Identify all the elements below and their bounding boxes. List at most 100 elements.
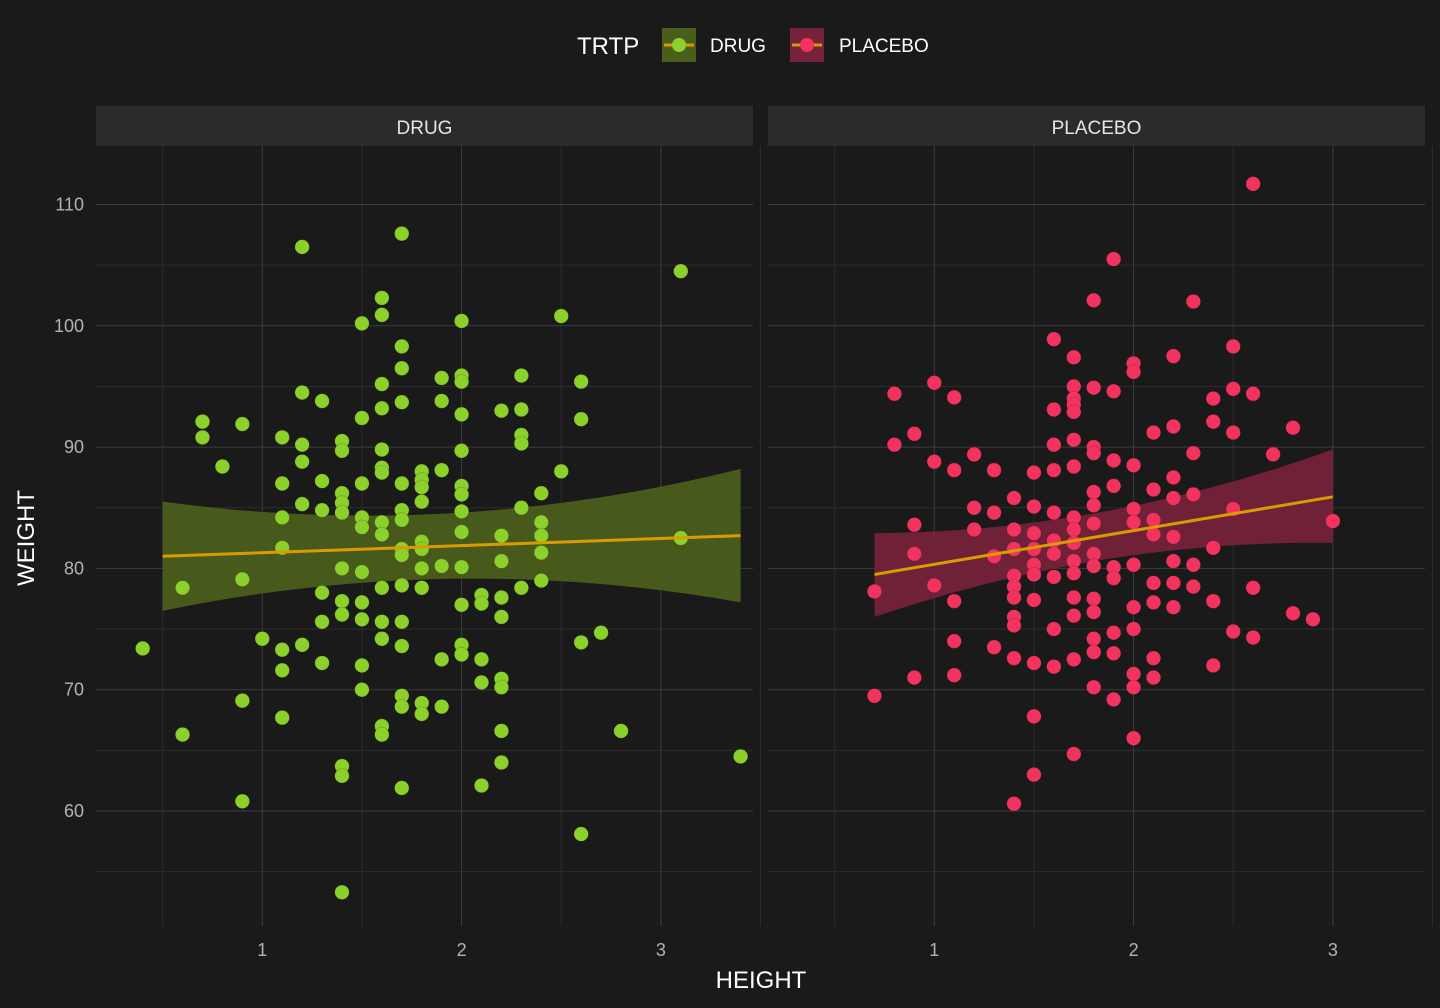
data-point-placebo	[966, 446, 982, 462]
data-point-drug	[454, 313, 470, 329]
data-point-drug	[234, 693, 250, 709]
data-point-drug	[493, 528, 509, 544]
data-point-placebo	[1185, 294, 1201, 310]
data-point-placebo	[1066, 459, 1082, 475]
data-point-drug	[274, 710, 290, 726]
data-point-drug	[673, 263, 689, 279]
data-point-drug	[394, 512, 410, 528]
data-point-placebo	[986, 639, 1002, 655]
y-axis-title: WEIGHT	[13, 490, 40, 586]
data-point-drug	[533, 573, 549, 589]
data-point-placebo	[1205, 414, 1221, 430]
data-point-placebo	[1106, 383, 1122, 399]
facet-label-drug: DRUG	[397, 118, 453, 139]
data-point-placebo	[1165, 599, 1181, 615]
data-point-placebo	[966, 522, 982, 538]
data-point-placebo	[1086, 679, 1102, 695]
data-point-drug	[513, 500, 529, 516]
data-point-drug	[414, 541, 430, 557]
data-point-placebo	[966, 500, 982, 516]
data-point-drug	[493, 553, 509, 569]
data-point-placebo	[1146, 482, 1162, 498]
data-point-placebo	[1245, 176, 1261, 192]
data-point-drug	[274, 642, 290, 658]
data-point-placebo	[1046, 331, 1062, 347]
fit-line-placebo	[874, 495, 1334, 576]
data-point-drug	[314, 393, 330, 409]
data-point-drug	[354, 475, 370, 491]
data-point-drug	[454, 524, 470, 540]
data-point-placebo	[1106, 452, 1122, 468]
data-point-drug	[274, 475, 290, 491]
data-point-placebo	[1205, 540, 1221, 556]
x-axis-title: HEIGHT	[716, 967, 807, 994]
data-point-drug	[513, 401, 529, 417]
data-point-drug	[513, 368, 529, 384]
data-point-placebo	[1165, 529, 1181, 545]
x-tick-label: 3	[1328, 940, 1338, 960]
data-point-placebo	[1165, 490, 1181, 506]
data-point-drug	[434, 651, 450, 667]
data-point-placebo	[926, 454, 942, 470]
data-point-drug	[493, 754, 509, 770]
data-point-drug	[374, 727, 390, 743]
data-point-placebo	[1245, 630, 1261, 646]
data-point-drug	[414, 479, 430, 495]
y-tick-label: 60	[64, 801, 84, 821]
data-point-drug	[374, 442, 390, 458]
data-point-drug	[354, 611, 370, 627]
data-point-placebo	[946, 462, 962, 478]
data-point-drug	[733, 748, 749, 764]
data-point-drug	[394, 780, 410, 796]
legend: TRTP DRUG PLACEBO	[577, 28, 929, 62]
data-point-drug	[234, 793, 250, 809]
data-point-placebo	[946, 593, 962, 609]
data-point-drug	[334, 443, 350, 459]
data-point-drug	[394, 614, 410, 630]
data-point-drug	[573, 411, 589, 427]
x-tick-label: 2	[1129, 940, 1139, 960]
data-point-placebo	[1006, 650, 1022, 666]
data-point-placebo	[1026, 767, 1042, 783]
data-point-placebo	[1086, 516, 1102, 532]
data-point-drug	[493, 679, 509, 695]
data-point-placebo	[1285, 605, 1301, 621]
data-point-drug	[573, 826, 589, 842]
data-point-placebo	[946, 633, 962, 649]
data-point-drug	[474, 596, 490, 612]
data-point-drug	[394, 394, 410, 410]
y-tick-label: 70	[64, 680, 84, 700]
data-point-placebo	[886, 437, 902, 453]
data-point-drug	[533, 485, 549, 501]
data-point-drug	[374, 614, 390, 630]
data-point-placebo	[926, 577, 942, 593]
data-point-drug	[573, 634, 589, 650]
confidence-band-drug	[162, 468, 741, 611]
data-point-drug	[334, 606, 350, 622]
data-point-drug	[314, 473, 330, 489]
data-point-drug	[474, 778, 490, 794]
data-point-drug	[454, 374, 470, 390]
data-point-placebo	[1245, 580, 1261, 596]
data-point-drug	[414, 706, 430, 722]
data-point-placebo	[1066, 522, 1082, 538]
data-point-placebo	[1006, 522, 1022, 538]
data-point-drug	[394, 475, 410, 491]
data-point-drug	[374, 631, 390, 647]
data-point-drug	[374, 307, 390, 323]
data-point-drug	[354, 594, 370, 610]
data-point-placebo	[1026, 465, 1042, 481]
data-point-placebo	[1066, 746, 1082, 762]
y-tick-label: 110	[55, 195, 84, 215]
data-point-drug	[314, 502, 330, 518]
legend-point-drug	[672, 38, 686, 52]
data-point-drug	[314, 585, 330, 601]
data-point-drug	[354, 564, 370, 580]
legend-key-placebo	[790, 28, 824, 62]
data-point-drug	[434, 699, 450, 715]
data-point-placebo	[1265, 446, 1281, 462]
data-point-placebo	[1046, 569, 1062, 585]
data-point-drug	[334, 505, 350, 521]
data-point-placebo	[1046, 659, 1062, 675]
data-point-placebo	[1046, 401, 1062, 417]
